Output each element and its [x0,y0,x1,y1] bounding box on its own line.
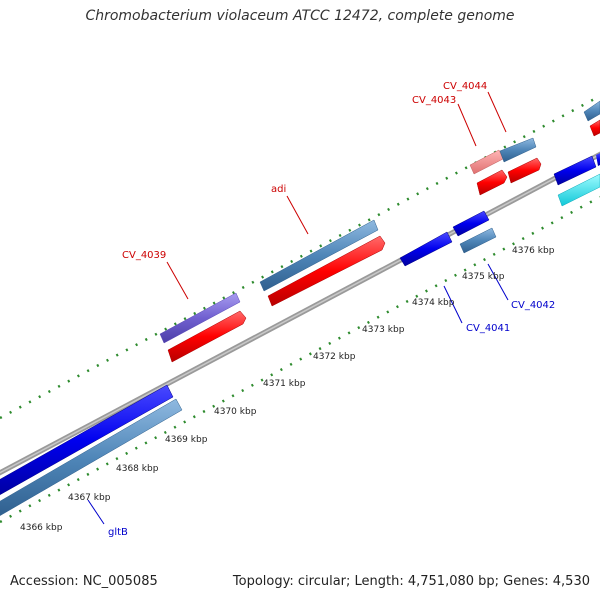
tick-label-4375: 4375 kbp [462,272,505,282]
accession-text: Accession: NC_005085 [10,574,158,589]
cds-cv4044[interactable] [507,157,542,184]
gene-cv4042-b[interactable] [459,227,497,254]
gene-gltB-reverse[interactable] [0,384,174,497]
tick-label-4366: 4366 kbp [20,523,63,533]
tick-label-4367: 4367 kbp [68,493,111,503]
gene-right-cyan[interactable] [557,173,600,207]
cds-cv4043[interactable] [476,169,508,196]
tick-label-4372: 4372 kbp [313,352,356,362]
gene-right-reverse[interactable] [553,155,597,186]
gene-gltB[interactable] [0,398,183,518]
cds-cv4039[interactable] [167,310,247,363]
gene-right-edge[interactable] [583,100,600,122]
cds-adi[interactable] [267,235,386,307]
gene-adi[interactable] [259,219,379,292]
tick-label-4374: 4374 kbp [412,298,455,308]
dotted-track-outer [0,94,600,420]
map-title: Chromobacterium violaceum ATCC 12472, co… [85,8,515,24]
label-adi: adi [271,184,286,195]
gene-cv4039[interactable] [159,292,241,344]
gene-right-edge-reverse[interactable] [596,153,600,166]
gene-cv4041[interactable] [399,231,453,267]
label-gltB: gltB [108,527,128,538]
tick-label-4371: 4371 kbp [263,379,306,389]
cds-right-edge[interactable] [589,119,600,137]
label-cv4044: CV_4044 [443,81,487,92]
tick-label-4376: 4376 kbp [512,246,555,256]
gene-cv4042-a[interactable] [452,210,490,237]
tick-label-4373: 4373 kbp [362,325,405,335]
genome-summary-text: Topology: circular; Length: 4,751,080 bp… [232,574,590,589]
label-cv4042: CV_4042 [511,300,555,311]
gene-cv4044[interactable] [499,137,537,163]
tick-label-4369: 4369 kbp [165,435,208,445]
label-cv4041: CV_4041 [466,323,510,334]
label-cv4043: CV_4043 [412,95,456,106]
tick-label-4368: 4368 kbp [116,464,159,474]
tick-label-4370: 4370 kbp [214,407,257,417]
label-cv4039: CV_4039 [122,250,166,261]
dotted-track-inner [0,195,600,524]
